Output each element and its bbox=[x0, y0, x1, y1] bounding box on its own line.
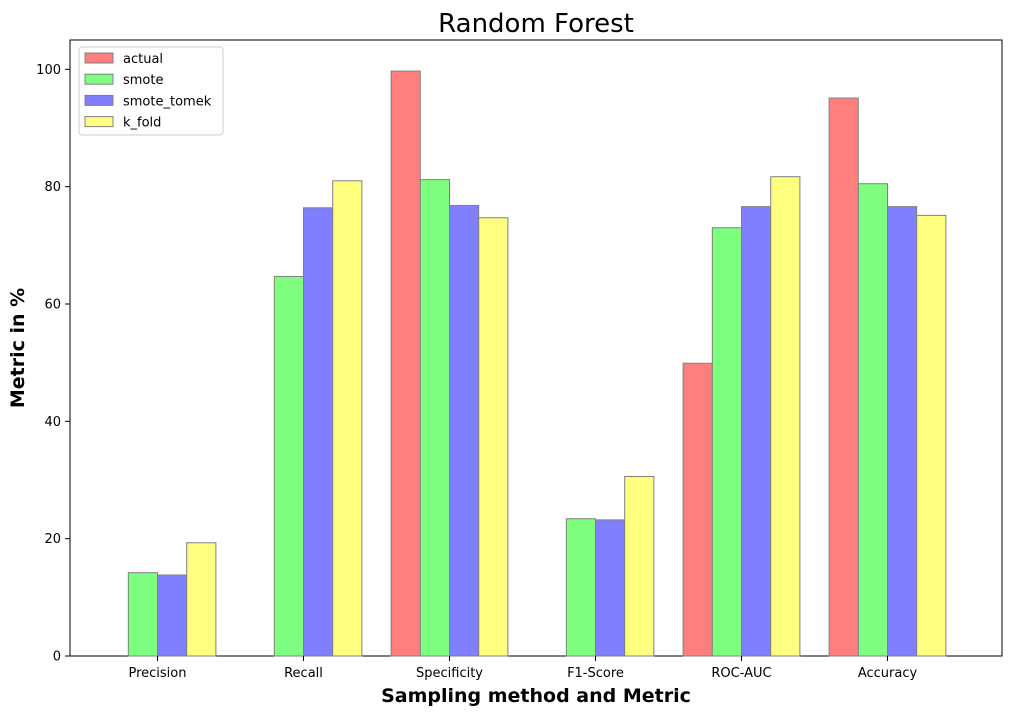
legend-swatch-k_fold bbox=[84, 116, 114, 128]
bar-k_fold-accuracy bbox=[916, 214, 947, 657]
chart-title: Random Forest bbox=[438, 9, 634, 39]
legend-label-smote: smote bbox=[123, 73, 164, 88]
bar-smote_tomek-recall bbox=[303, 207, 334, 657]
legend-label-actual: actual bbox=[123, 52, 163, 67]
x-axis-label: Sampling method and Metric bbox=[381, 685, 691, 707]
legend-box bbox=[78, 46, 224, 136]
bar-smote_tomek-f1-score bbox=[595, 519, 626, 657]
bar-k_fold-recall bbox=[332, 180, 363, 657]
bar-k_fold-roc-auc bbox=[770, 176, 801, 657]
y-tick-label: 100 bbox=[36, 63, 61, 78]
bar-smote_tomek-precision bbox=[157, 574, 188, 657]
bar-smote_tomek-roc-auc bbox=[741, 206, 772, 657]
bar-smote_tomek-accuracy bbox=[887, 206, 918, 657]
y-tick-label: 60 bbox=[44, 298, 61, 313]
plot-frame bbox=[69, 39, 1003, 657]
legend-label-smote_tomek: smote_tomek bbox=[123, 94, 212, 109]
x-tick-label: F1-Score bbox=[567, 666, 624, 681]
bar-k_fold-precision bbox=[186, 542, 217, 657]
x-tick-label: Recall bbox=[284, 666, 323, 681]
bar-smote-specificity bbox=[419, 179, 450, 657]
y-tick-label: 20 bbox=[44, 532, 61, 547]
x-tick-label: ROC-AUC bbox=[711, 666, 771, 681]
legend-swatch-smote bbox=[84, 73, 114, 85]
y-axis-label: Metric in % bbox=[7, 288, 29, 408]
bar-smote-recall bbox=[273, 275, 304, 657]
bar-smote-roc-auc bbox=[711, 227, 742, 657]
x-tick-label: Precision bbox=[128, 666, 186, 681]
y-tick-label: 80 bbox=[44, 180, 61, 195]
legend: actual smote smote_tomek k_fold bbox=[78, 46, 224, 136]
bar-k_fold-f1-score bbox=[624, 475, 655, 657]
bar-actual-roc-auc bbox=[682, 362, 713, 657]
bar-smote-precision bbox=[127, 572, 159, 657]
x-tick-label: Accuracy bbox=[858, 666, 918, 681]
bar-smote_tomek-specificity bbox=[449, 204, 480, 657]
y-tick-label: 0 bbox=[53, 650, 61, 665]
plot-area: Precision Recall Specificity F1-Score ROC-AU… bbox=[36, 39, 1003, 681]
bar-actual-specificity bbox=[390, 70, 421, 657]
legend-swatch-smote_tomek bbox=[84, 94, 114, 106]
bar-k_fold-specificity bbox=[478, 217, 509, 657]
bar-smote-f1-score bbox=[565, 518, 596, 657]
legend-label-k_fold: k_fold bbox=[123, 116, 161, 131]
bar-actual-accuracy bbox=[828, 97, 859, 657]
bar-smote-accuracy bbox=[857, 183, 888, 657]
y-tick-label: 40 bbox=[44, 415, 61, 430]
legend-swatch-actual bbox=[84, 52, 114, 64]
x-tick-label: Specificity bbox=[416, 666, 483, 681]
